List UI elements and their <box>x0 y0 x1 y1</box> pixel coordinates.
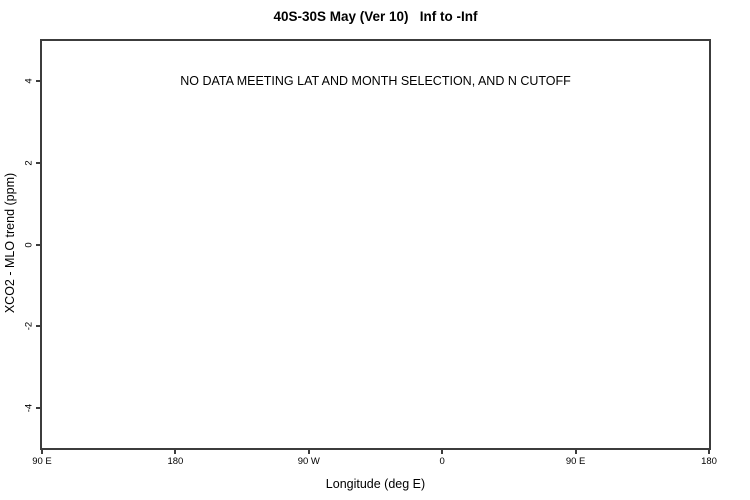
y-tick-label: -2 <box>23 322 35 331</box>
x-tick-label: 180 <box>167 456 184 467</box>
plot-area: NO DATA MEETING LAT AND MONTH SELECTION,… <box>23 39 717 466</box>
y-tick-label: 2 <box>23 159 35 166</box>
no-data-message: NO DATA MEETING LAT AND MONTH SELECTION,… <box>180 73 571 88</box>
x-tick-label: 0 <box>439 456 445 467</box>
y-tick-mark <box>36 407 42 410</box>
y-tick-mark <box>36 79 42 82</box>
y-tick-label: -4 <box>23 404 35 413</box>
x-tick-mark <box>441 448 444 454</box>
y-tick-mark <box>36 325 42 328</box>
y-tick-mark <box>36 161 42 164</box>
x-tick-mark <box>307 448 310 454</box>
x-tick-mark <box>708 448 710 454</box>
x-tick-label: 90 E <box>32 456 52 467</box>
x-tick-mark <box>174 448 177 454</box>
x-tick-mark <box>574 448 577 454</box>
y-axis-label: XCO2 - MLO trend (ppm) <box>3 172 17 314</box>
chart-title: 40S-30S May (Ver 10) Inf to -Inf <box>273 9 478 24</box>
x-tick-label: 90 E <box>565 456 586 467</box>
x-axis-label: Longitude (deg E) <box>325 477 426 491</box>
y-tick-label: 4 <box>23 78 35 84</box>
y-tick-label: 0 <box>23 241 35 248</box>
x-tick-label: 180 <box>701 456 717 467</box>
y-tick-mark <box>36 243 42 246</box>
x-tick-mark <box>41 448 43 454</box>
x-tick-label: 90 W <box>297 456 320 467</box>
